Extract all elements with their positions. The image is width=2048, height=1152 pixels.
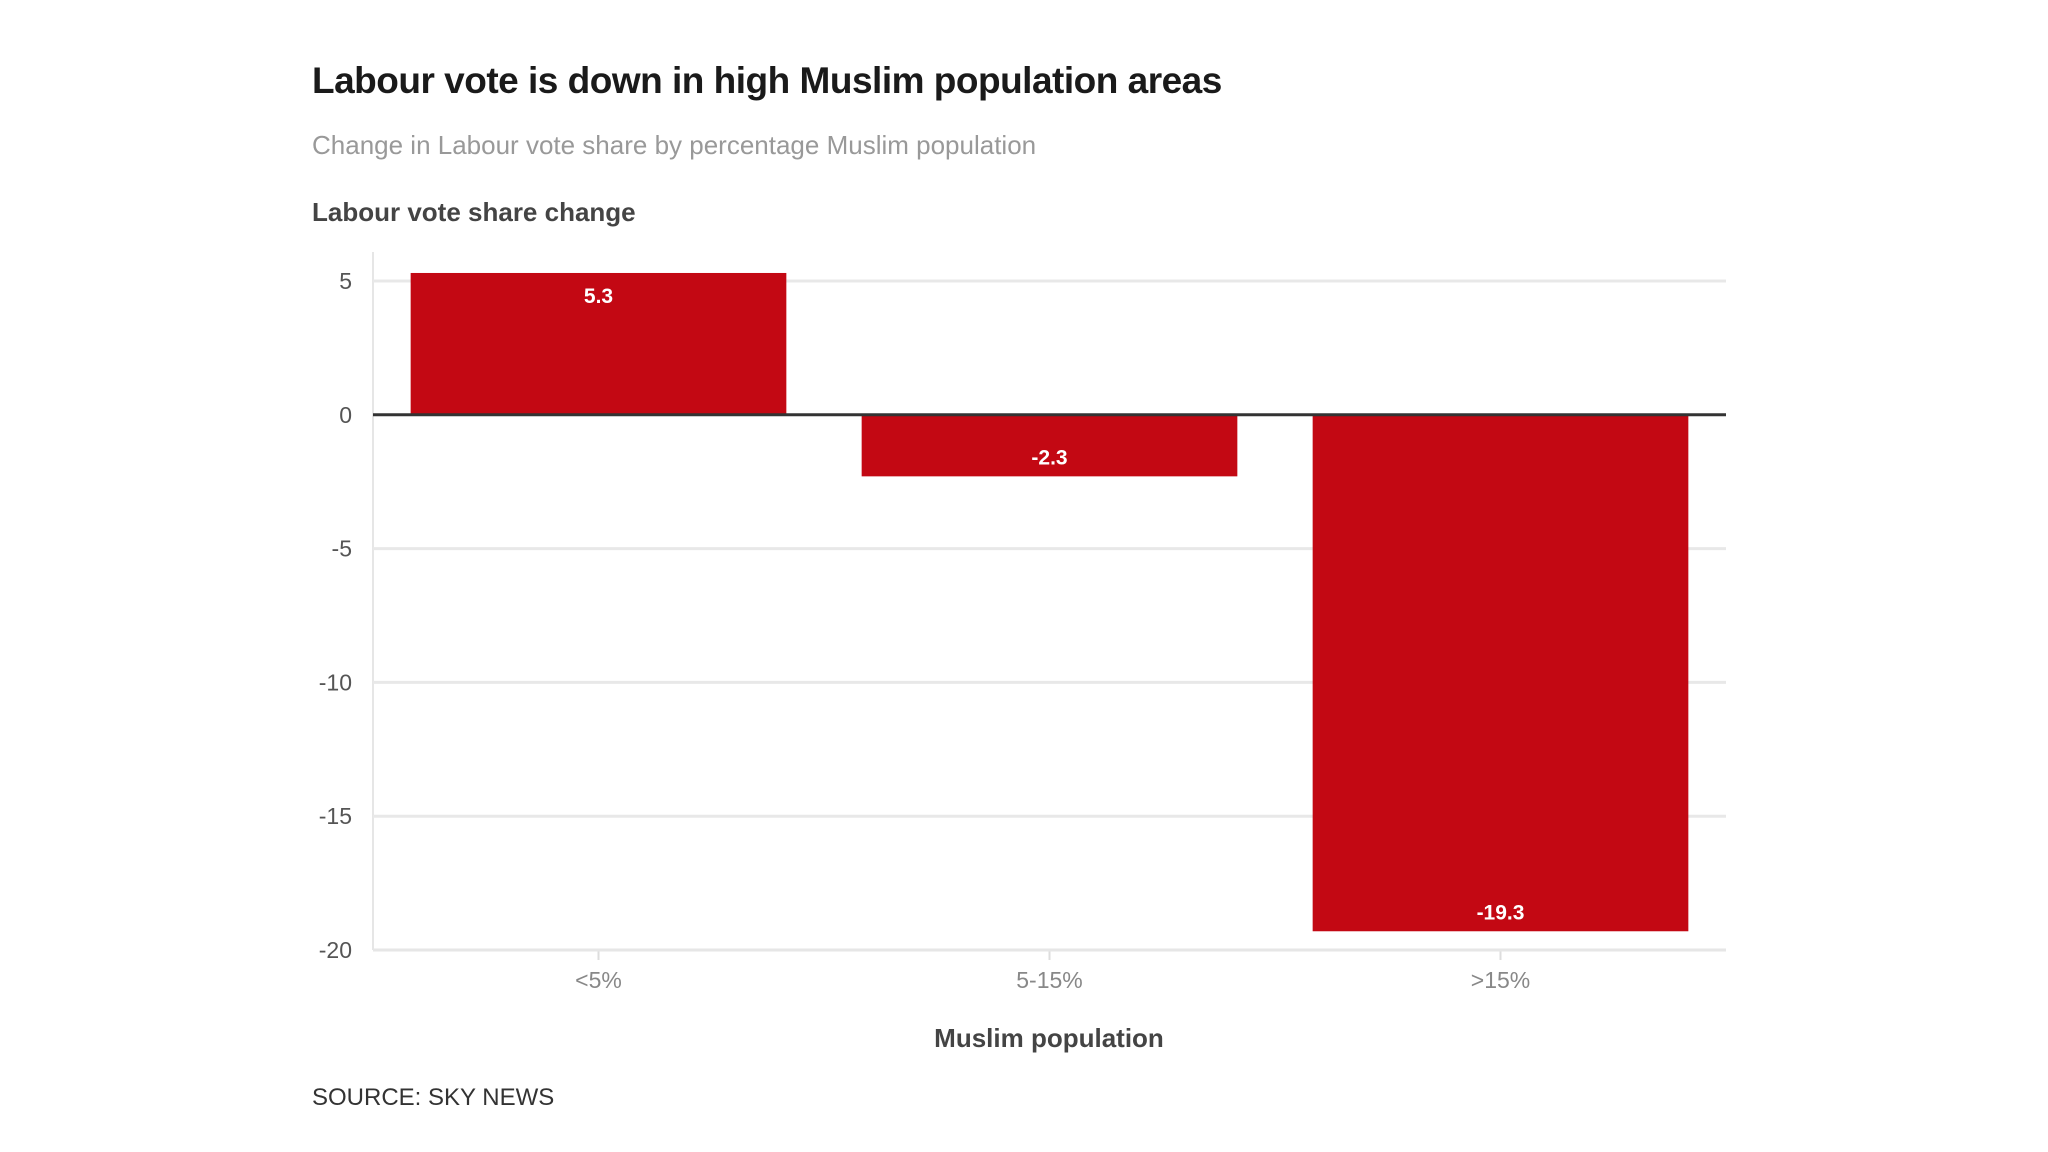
y-tick-label: -5 xyxy=(332,536,352,562)
x-tick-label: <5% xyxy=(575,967,622,993)
x-tick-label: 5-15% xyxy=(1016,967,1082,993)
chart-subtitle: Change in Labour vote share by percentag… xyxy=(312,130,1037,160)
bar xyxy=(1312,414,1689,932)
y-tick-label: -20 xyxy=(319,937,352,963)
y-tick-label: -10 xyxy=(319,669,352,695)
data-label: -2.3 xyxy=(1031,446,1067,469)
x-axis-label: Muslim population xyxy=(934,1023,1164,1053)
y-tick-label: -15 xyxy=(319,803,352,829)
y-tick-label: 5 xyxy=(339,268,352,294)
y-tick-label: 0 xyxy=(339,402,352,428)
y-axis-label: Labour vote share change xyxy=(312,197,636,227)
bar xyxy=(861,414,1238,477)
data-label: -19.3 xyxy=(1477,901,1525,924)
bar xyxy=(410,272,787,415)
source-note: SOURCE: SKY NEWS xyxy=(312,1084,555,1111)
data-label: 5.3 xyxy=(584,285,613,308)
x-tick-label: >15% xyxy=(1471,967,1530,993)
chart-title: Labour vote is down in high Muslim popul… xyxy=(312,60,1222,101)
